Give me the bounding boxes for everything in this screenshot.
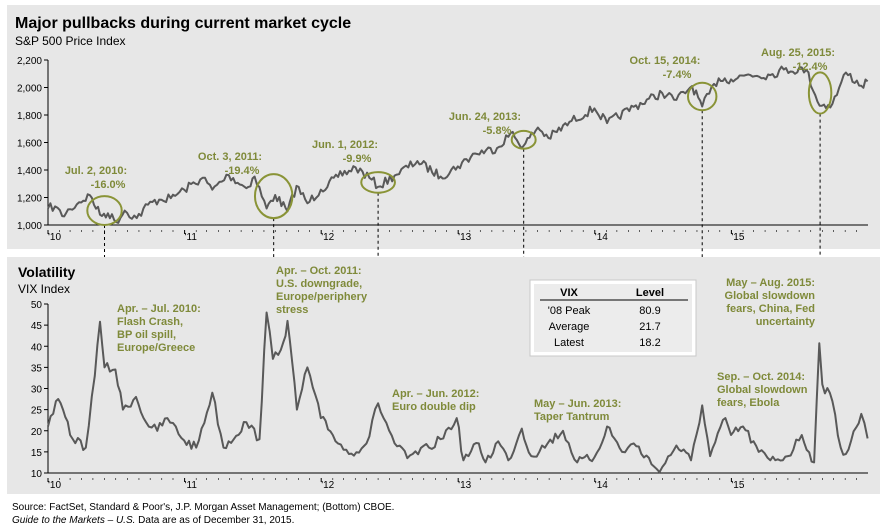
vix-event-label: Sep. – Oct. 2014: Global slowdown fears, E… <box>717 371 808 409</box>
vix-event-line: uncertainty <box>756 316 816 328</box>
pullback-pct-label: -5.8% <box>483 125 512 137</box>
vix-event-line: BP oil spill, <box>117 329 176 341</box>
pullback-date-label: Jun. 1, 2012: <box>312 139 378 151</box>
vix-event-line: Europe/periphery <box>276 291 368 303</box>
y-tick-label: 30 <box>31 385 43 396</box>
as-of-date: Data are as of December 31, 2015. <box>135 515 295 526</box>
vix-event-label: Apr. – Oct. 2011: U.S. downgrade, Europe/p… <box>276 265 368 316</box>
y-tick-label: 40 <box>31 342 43 353</box>
vix-series-line <box>47 311 869 474</box>
vix-event-line: Europe/Greece <box>117 342 195 354</box>
pullback-circle <box>807 71 833 115</box>
pullback-date-label: Jul. 2, 2010: <box>65 165 127 177</box>
x-tick-label: '10 <box>48 480 61 491</box>
y-tick-label: 1,800 <box>17 111 42 122</box>
vix-table-row-value: 18.2 <box>639 337 660 349</box>
x-tick-label: '15 <box>731 232 744 243</box>
y-tick-label: 10 <box>31 469 43 480</box>
sp500-series-line <box>47 65 869 224</box>
pullback-circle <box>86 195 123 226</box>
x-tick-label: '11 <box>185 232 198 243</box>
vix-event-line: Flash Crash, <box>117 316 183 328</box>
vix-event-line: Apr. – Jul. 2010: <box>117 303 201 315</box>
vix-table-header-level: Level <box>636 287 664 299</box>
vix-table-row-label: '08 Peak <box>548 305 591 317</box>
vix-event-line: May – Aug. 2015: <box>726 277 815 289</box>
pullback-date-label: Aug. 25, 2015: <box>761 47 835 59</box>
price-chart-subtitle: S&P 500 Price Index <box>15 34 126 48</box>
y-tick-label: 35 <box>31 363 43 374</box>
vix-chart-title: Volatility <box>18 264 76 280</box>
vix-event-line: stress <box>276 304 308 316</box>
vix-event-line: Global slowdown <box>725 290 816 302</box>
vix-table-row-value: 21.7 <box>639 321 660 333</box>
pullback-pct-label: -19.4% <box>225 165 260 177</box>
vix-panel-background <box>7 257 880 494</box>
pullback-date-label: Oct. 3, 2011: <box>198 151 262 163</box>
vix-event-label: Apr. – Jun. 2012: Euro double dip <box>392 388 479 413</box>
x-tick-label: '10 <box>48 232 61 243</box>
source-note: Source: FactSet, Standard & Poor's, J.P.… <box>12 502 395 513</box>
vix-table: VIX Level '08 Peak 80.9 Average 21.7 Lat… <box>529 279 697 357</box>
price-chart-title: Major pullbacks during current market cy… <box>15 15 351 32</box>
y-tick-label: 1,200 <box>17 194 42 205</box>
y-tick-label: 2,200 <box>17 56 42 67</box>
vix-table-header-vix: VIX <box>560 287 578 299</box>
vix-event-label: Apr. – Jul. 2010: Flash Crash, BP oil spil… <box>117 303 201 354</box>
y-tick-label: 1,600 <box>17 139 42 150</box>
x-tick-label: '12 <box>321 480 334 491</box>
pullback-pct-label: -12.4% <box>793 61 828 73</box>
vix-table-row-label: Latest <box>554 337 584 349</box>
y-tick-label: 45 <box>31 321 43 332</box>
y-tick-label: 50 <box>31 300 43 311</box>
pullback-circle <box>253 173 294 220</box>
vix-event-line: May – Jun. 2013: <box>534 398 621 410</box>
as-of-note: Guide to the Markets – U.S. Data are as … <box>12 515 294 526</box>
pullback-circle <box>686 81 718 112</box>
y-tick-label: 2,000 <box>17 84 42 95</box>
vix-event-line: fears, Ebola <box>717 397 780 409</box>
vix-event-line: Euro double dip <box>392 401 476 413</box>
vix-table-row-label: Average <box>549 321 590 333</box>
vix-event-line: Sep. – Oct. 2014: <box>717 371 805 383</box>
x-tick-label: '11 <box>185 480 198 491</box>
vix-event-line: Apr. – Jun. 2012: <box>392 388 479 400</box>
vix-event-line: Taper Tantrum <box>534 411 610 423</box>
y-tick-label: 25 <box>31 406 43 417</box>
vix-event-line: U.S. downgrade, <box>276 278 362 290</box>
pullback-circle <box>360 171 396 194</box>
y-tick-label: 1,000 <box>17 221 42 232</box>
vix-table-inner <box>534 284 692 352</box>
x-tick-label: '12 <box>321 232 334 243</box>
vix-event-line: Apr. – Oct. 2011: <box>276 265 362 277</box>
x-tick-label: '15 <box>731 480 744 491</box>
y-tick-label: 1,400 <box>17 166 42 177</box>
x-tick-label: '13 <box>458 480 471 491</box>
pullback-pct-label: -9.9% <box>343 153 372 165</box>
price-panel-background <box>7 5 880 249</box>
pullback-circle <box>510 129 537 150</box>
x-tick-label: '13 <box>458 232 471 243</box>
y-tick-label: 15 <box>31 448 43 459</box>
vix-table-row-value: 80.9 <box>639 305 660 317</box>
guide-title: Guide to the Markets – U.S. <box>12 515 136 526</box>
y-tick-label: 20 <box>31 427 43 438</box>
pullback-pct-label: -7.4% <box>663 69 692 81</box>
x-tick-label: '14 <box>595 232 608 243</box>
vix-event-line: fears, China, Fed <box>726 303 815 315</box>
pullback-date-label: Oct. 15, 2014: <box>630 55 701 67</box>
x-tick-label: '14 <box>595 480 608 491</box>
vix-chart-subtitle: VIX Index <box>18 282 70 296</box>
vix-event-label: May – Aug. 2015: Global slowdown fears, Ch… <box>725 277 816 328</box>
vix-event-line: Global slowdown <box>717 384 808 396</box>
pullback-pct-label: -16.0% <box>91 179 126 191</box>
vix-event-label: May – Jun. 2013: Taper Tantrum <box>534 398 621 423</box>
pullback-date-label: Jun. 24, 2013: <box>449 111 521 123</box>
